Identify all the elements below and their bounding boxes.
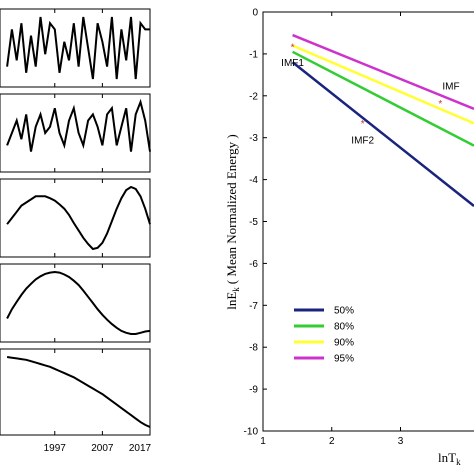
right-y-ticks: 0 -1 -2 -3 -4 -5 -6 -7 -8 -9 -10 bbox=[244, 8, 267, 438]
panel-4-line bbox=[6, 270, 151, 335]
left-x-tick-labels: 1997 2007 2017 bbox=[44, 443, 152, 454]
panel-2-frame bbox=[0, 93, 151, 173]
legend-label: 50% bbox=[334, 306, 354, 317]
imf-label: IMF1 bbox=[281, 58, 304, 69]
y-tick-label: -6 bbox=[249, 259, 258, 270]
panel-4-frame bbox=[0, 263, 151, 343]
y-tick-label: -4 bbox=[249, 175, 258, 186]
panel-3-line bbox=[6, 185, 151, 251]
legend: 50% 80% 90% 95% bbox=[286, 297, 386, 369]
panel-4-ticks bbox=[54, 264, 151, 342]
imf-points: *IMF1*IMF2*IMF bbox=[281, 43, 459, 147]
panel-5 bbox=[0, 348, 151, 436]
panel-1-ticks bbox=[54, 9, 151, 87]
y-tick-label: -7 bbox=[249, 301, 258, 312]
panel-2 bbox=[0, 93, 151, 173]
panel-1-line bbox=[6, 16, 150, 80]
spread-line-80pct bbox=[291, 50, 474, 147]
imf-marker: * bbox=[361, 119, 365, 130]
y-tick-label: -10 bbox=[244, 427, 259, 438]
legend-label: 95% bbox=[334, 354, 354, 365]
panel-5-frame bbox=[0, 348, 151, 436]
spread-line-50pct bbox=[291, 61, 474, 207]
panel-2-ticks bbox=[54, 94, 151, 172]
y-tick-label: -2 bbox=[249, 91, 258, 102]
imf-label: IMF bbox=[442, 81, 459, 92]
imf-label: IMF2 bbox=[351, 135, 374, 146]
left-imf-panels: 1997 2007 2017 bbox=[0, 8, 152, 454]
x-tick-label: 3 bbox=[398, 436, 404, 447]
right-x-ticks: 1 2 3 bbox=[260, 12, 404, 447]
panel-3-frame bbox=[0, 178, 151, 258]
x-tick-label: 2 bbox=[329, 436, 335, 447]
panel-2-line bbox=[6, 98, 151, 152]
y-tick-label: -9 bbox=[249, 385, 258, 396]
y-tick-label: 0 bbox=[252, 8, 258, 19]
x-tick-label: 1 bbox=[260, 436, 266, 447]
spread-line-95pct bbox=[292, 33, 474, 111]
panel-1 bbox=[0, 8, 151, 88]
left-x-tick-label: 2017 bbox=[129, 443, 152, 454]
y-tick-label: -8 bbox=[249, 343, 258, 354]
panel-3-ticks bbox=[54, 179, 151, 257]
imf-marker: * bbox=[438, 99, 442, 110]
x-axis-label: lnTk bbox=[438, 450, 461, 467]
left-x-tick-label: 1997 bbox=[44, 443, 67, 454]
panel-5-ticks bbox=[54, 349, 151, 435]
y-axis-label: lnEk( Mean Normalized Energy ) bbox=[224, 134, 241, 310]
legend-label: 80% bbox=[334, 322, 354, 333]
legend-label: 90% bbox=[334, 338, 354, 349]
y-tick-label: -1 bbox=[249, 49, 258, 60]
spread-line-90pct bbox=[292, 44, 474, 125]
left-x-tick-label: 2007 bbox=[91, 443, 114, 454]
panel-5-line bbox=[6, 356, 151, 428]
y-tick-label: -3 bbox=[249, 133, 258, 144]
panel-4 bbox=[0, 263, 151, 343]
y-tick-label: -5 bbox=[249, 217, 258, 228]
imf-marker: * bbox=[291, 43, 295, 54]
spread-lines bbox=[291, 33, 474, 207]
panel-1-frame bbox=[0, 8, 151, 88]
panel-3 bbox=[0, 178, 151, 258]
